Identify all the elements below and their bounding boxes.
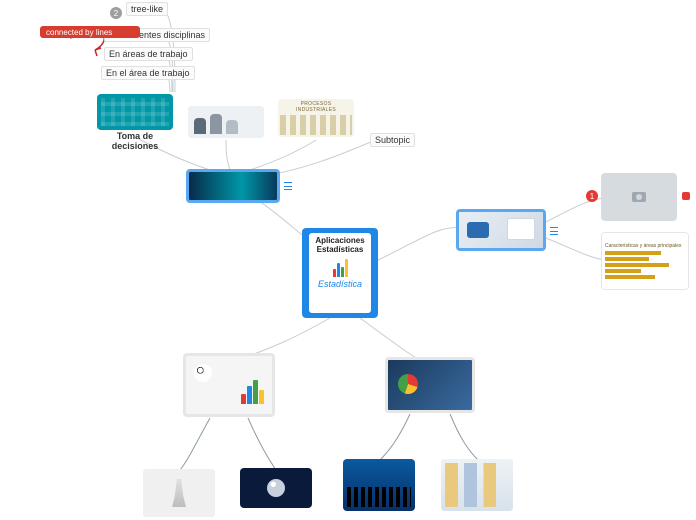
menu-icon[interactable] <box>550 227 558 235</box>
marker-icon <box>682 192 690 200</box>
central-card: Aplicaciones Estadísticas Estadística <box>309 233 371 313</box>
camera-icon <box>632 192 646 202</box>
image-placeholder <box>143 469 215 517</box>
text-area-trabajo[interactable]: En el área de trabajo <box>101 66 195 80</box>
text-tree-like[interactable]: tree-like <box>126 2 168 16</box>
branch-nw[interactable] <box>186 169 280 203</box>
right-chart[interactable]: Características y áreas principales <box>601 232 689 290</box>
image-placeholder <box>441 459 513 511</box>
badge-one: 1 <box>586 190 598 202</box>
connected-badge: connected by lines <box>40 26 140 38</box>
image-placeholder <box>97 94 173 130</box>
procesos-label: PROCESOS INDUSTRIALES <box>280 101 352 113</box>
central-topic[interactable]: Aplicaciones Estadísticas Estadística <box>302 228 378 318</box>
sw-child-trophy[interactable] <box>143 469 215 517</box>
image-placeholder <box>459 212 543 248</box>
child-procesos[interactable]: PROCESOS INDUSTRIALES <box>278 99 354 137</box>
central-subtitle: Estadística <box>318 279 362 289</box>
text-areas[interactable]: En áreas de trabajo <box>104 47 193 61</box>
se-child-crowd[interactable] <box>343 459 415 511</box>
image-placeholder <box>388 360 472 410</box>
caption-toma: Toma de decisiones <box>97 131 173 151</box>
child-toma-decisiones[interactable] <box>97 94 173 130</box>
branch-se[interactable] <box>385 357 475 413</box>
image-placeholder <box>189 172 277 200</box>
branch-sw[interactable] <box>183 353 275 417</box>
image-placeholder <box>343 459 415 511</box>
chart-placeholder: Características y áreas principales <box>602 233 688 289</box>
image-placeholder <box>240 468 312 508</box>
se-child-aisle[interactable] <box>441 459 513 511</box>
image-placeholder <box>601 173 677 221</box>
child-team[interactable] <box>188 106 264 138</box>
right-chart-title: Características y áreas principales <box>605 243 681 249</box>
image-placeholder <box>186 356 272 414</box>
menu-icon[interactable] <box>284 182 292 190</box>
badge-two: 2 <box>110 7 122 19</box>
image-placeholder: PROCESOS INDUSTRIALES <box>278 99 354 137</box>
branch-ne[interactable] <box>456 209 546 251</box>
right-placeholder[interactable] <box>601 173 677 221</box>
central-title: Aplicaciones Estadísticas <box>313 237 367 255</box>
bar-icon <box>333 257 348 277</box>
image-placeholder <box>188 106 264 138</box>
subtopic-node[interactable]: Subtopic <box>370 133 415 147</box>
sw-child-champions[interactable] <box>240 468 312 508</box>
